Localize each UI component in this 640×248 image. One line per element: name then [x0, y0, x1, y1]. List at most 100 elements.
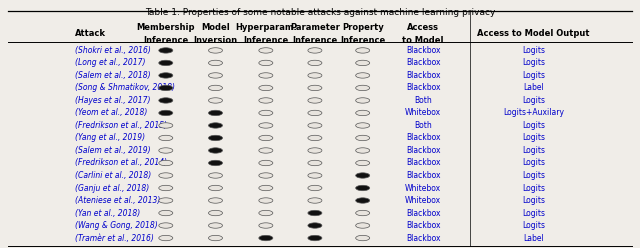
Circle shape — [259, 185, 273, 191]
Text: Membership: Membership — [136, 23, 195, 32]
Text: Blackbox: Blackbox — [406, 71, 440, 80]
Circle shape — [308, 235, 322, 241]
Circle shape — [356, 98, 370, 103]
Text: Table 1. Properties of some notable attacks against machine learning privacy: Table 1. Properties of some notable atta… — [145, 7, 495, 17]
Circle shape — [159, 48, 173, 53]
Circle shape — [259, 223, 273, 228]
Text: Logits: Logits — [522, 184, 545, 192]
Text: (Ganju et al., 2018): (Ganju et al., 2018) — [75, 184, 149, 192]
Circle shape — [259, 60, 273, 66]
Text: Access to Model Output: Access to Model Output — [477, 29, 589, 38]
Circle shape — [308, 198, 322, 203]
Circle shape — [308, 85, 322, 91]
Circle shape — [159, 160, 173, 166]
Circle shape — [308, 223, 322, 228]
Circle shape — [356, 48, 370, 53]
Circle shape — [308, 48, 322, 53]
Circle shape — [259, 110, 273, 116]
Text: Label: Label — [523, 84, 544, 93]
Text: Inference: Inference — [143, 36, 188, 45]
Circle shape — [159, 98, 173, 103]
Circle shape — [356, 60, 370, 66]
Circle shape — [356, 160, 370, 166]
Circle shape — [209, 148, 223, 153]
Circle shape — [308, 98, 322, 103]
Circle shape — [159, 223, 173, 228]
Circle shape — [356, 173, 370, 178]
Circle shape — [259, 48, 273, 53]
Text: Blackbox: Blackbox — [406, 133, 440, 143]
Text: Whitebox: Whitebox — [405, 108, 442, 118]
Text: Logits: Logits — [522, 158, 545, 167]
Text: Label: Label — [523, 234, 544, 243]
Text: Inference: Inference — [243, 36, 289, 45]
Circle shape — [209, 48, 223, 53]
Circle shape — [308, 60, 322, 66]
Circle shape — [209, 98, 223, 103]
Circle shape — [209, 185, 223, 191]
Circle shape — [159, 185, 173, 191]
Text: (Yang et al., 2019): (Yang et al., 2019) — [75, 133, 145, 143]
Circle shape — [356, 235, 370, 241]
Text: (Fredrikson et al., 2014): (Fredrikson et al., 2014) — [75, 158, 167, 167]
Circle shape — [259, 160, 273, 166]
Text: Logits+Auxilary: Logits+Auxilary — [503, 108, 564, 118]
Text: Logits: Logits — [522, 209, 545, 217]
Circle shape — [209, 198, 223, 203]
Text: (Fredrikson et al., 2015): (Fredrikson et al., 2015) — [75, 121, 167, 130]
Circle shape — [356, 198, 370, 203]
Text: Logits: Logits — [522, 221, 545, 230]
Circle shape — [209, 173, 223, 178]
Circle shape — [356, 148, 370, 153]
Text: to Model: to Model — [403, 36, 444, 45]
Text: Blackbox: Blackbox — [406, 171, 440, 180]
Text: Blackbox: Blackbox — [406, 146, 440, 155]
Circle shape — [308, 160, 322, 166]
Text: Blackbox: Blackbox — [406, 158, 440, 167]
Text: (Salem et al., 2018): (Salem et al., 2018) — [75, 71, 150, 80]
Text: (Yan et al., 2018): (Yan et al., 2018) — [75, 209, 140, 217]
Circle shape — [308, 173, 322, 178]
Circle shape — [209, 160, 223, 166]
Text: Model: Model — [201, 23, 230, 32]
Circle shape — [356, 85, 370, 91]
Circle shape — [209, 85, 223, 91]
Circle shape — [159, 173, 173, 178]
Circle shape — [209, 123, 223, 128]
Text: (Long et al., 2017): (Long et al., 2017) — [75, 59, 145, 67]
Circle shape — [259, 135, 273, 141]
Circle shape — [159, 135, 173, 141]
Text: Blackbox: Blackbox — [406, 221, 440, 230]
Text: Blackbox: Blackbox — [406, 46, 440, 55]
Text: Logits: Logits — [522, 196, 545, 205]
Text: Blackbox: Blackbox — [406, 234, 440, 243]
Text: Logits: Logits — [522, 59, 545, 67]
Circle shape — [159, 60, 173, 66]
Circle shape — [159, 210, 173, 216]
Circle shape — [356, 123, 370, 128]
Circle shape — [159, 85, 173, 91]
Text: (Carlini et al., 2018): (Carlini et al., 2018) — [75, 171, 151, 180]
Text: Logits: Logits — [522, 171, 545, 180]
Text: (Ateniese et al., 2013): (Ateniese et al., 2013) — [75, 196, 160, 205]
Text: Both: Both — [414, 121, 432, 130]
Circle shape — [259, 73, 273, 78]
Text: Access: Access — [407, 23, 439, 32]
Text: Property: Property — [342, 23, 383, 32]
Circle shape — [356, 185, 370, 191]
Circle shape — [159, 123, 173, 128]
Circle shape — [209, 60, 223, 66]
Circle shape — [209, 223, 223, 228]
Circle shape — [356, 73, 370, 78]
Text: Inversion: Inversion — [193, 36, 237, 45]
Text: Blackbox: Blackbox — [406, 59, 440, 67]
Text: Logits: Logits — [522, 133, 545, 143]
Circle shape — [209, 135, 223, 141]
Circle shape — [259, 123, 273, 128]
Circle shape — [259, 235, 273, 241]
Circle shape — [209, 210, 223, 216]
Circle shape — [259, 148, 273, 153]
Text: (Tramèr et al., 2016): (Tramèr et al., 2016) — [75, 234, 154, 243]
Text: (Yeom et al., 2018): (Yeom et al., 2018) — [75, 108, 147, 118]
Circle shape — [308, 148, 322, 153]
